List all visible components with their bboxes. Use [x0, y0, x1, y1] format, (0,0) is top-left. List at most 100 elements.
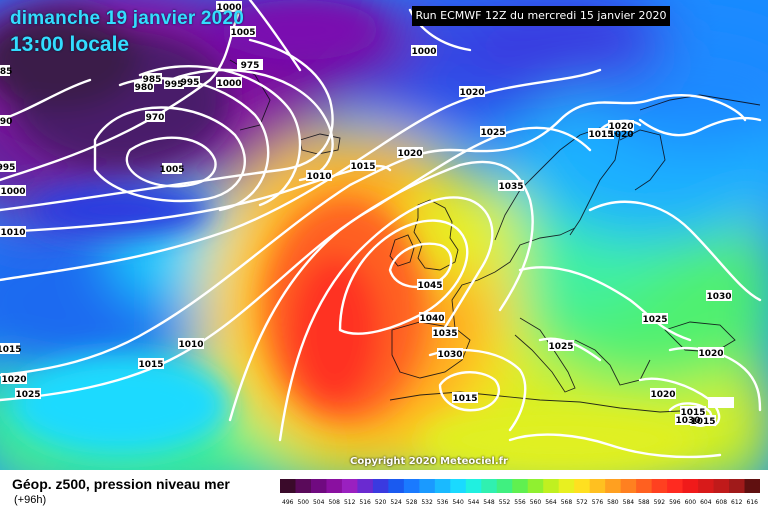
isobar-label: 1030	[706, 292, 731, 302]
isobar-995	[168, 68, 334, 182]
scale-label: 540	[452, 499, 464, 506]
isobar-1000a	[0, 8, 242, 182]
isobar-label-bg	[0, 1, 734, 426]
scale-swatch	[620, 479, 637, 493]
scale-label: 596	[669, 499, 681, 506]
isobar-label: 1040	[419, 314, 444, 324]
scale-swatch	[527, 479, 544, 493]
scale-swatch	[744, 479, 760, 493]
scale-label: 496	[282, 499, 294, 506]
isobar-label: 985	[0, 67, 12, 77]
coast-north-africa	[389, 391, 701, 413]
coast-france	[451, 227, 576, 329]
scale-swatch	[280, 479, 296, 493]
scale-swatch	[667, 479, 684, 493]
isobar-label: 1010	[306, 172, 331, 182]
scale-swatch	[729, 479, 746, 493]
scale-label: 568	[561, 499, 573, 506]
scale-swatch	[636, 479, 653, 493]
scale-swatch	[543, 479, 560, 493]
scale-swatch	[434, 479, 451, 493]
coast-russia-north	[639, 94, 761, 111]
isobar-label: 1045	[417, 281, 442, 291]
isobar-1025d	[508, 433, 722, 459]
scale-label: 564	[545, 499, 557, 506]
scale-label: 604	[700, 499, 712, 506]
scale-swatch	[403, 479, 420, 493]
scale-swatch	[295, 479, 312, 493]
scale-label: 608	[716, 499, 728, 506]
scale-label: 500	[298, 499, 310, 506]
coast-black-sea	[664, 321, 736, 353]
isobar-1020b	[638, 116, 762, 137]
scale-label: 516	[359, 499, 371, 506]
isobar-1035	[278, 196, 494, 442]
scale-swatch	[357, 479, 374, 493]
scale-swatch	[558, 479, 575, 493]
scale-swatch	[310, 479, 327, 493]
scale-label: 548	[483, 499, 495, 506]
isobar-label: 1000	[216, 3, 241, 13]
scale-label: 612	[731, 499, 743, 506]
scale-swatch	[496, 479, 513, 493]
scale-swatch	[713, 479, 730, 493]
scale-swatch	[481, 479, 498, 493]
coast-balkans	[574, 339, 651, 386]
scale-label: 616	[747, 499, 759, 506]
coast-finland	[619, 129, 666, 191]
isobar-label: 1015	[680, 408, 705, 418]
isobar-label: 995	[181, 78, 200, 88]
isobar-1045	[388, 242, 453, 288]
coast-iceland	[299, 133, 341, 155]
scale-swatch	[465, 479, 482, 493]
scale-swatch	[450, 479, 467, 493]
color-scale: 496 500 504 508 512 516 520 524 528 532 536 540 544 5…	[280, 479, 760, 506]
lead-time-label: (+96h)	[14, 494, 47, 506]
isobar-975	[93, 106, 246, 203]
isobar-label: 990	[0, 117, 12, 127]
isobar-label: 1035	[432, 329, 457, 339]
scale-label: 556	[514, 499, 526, 506]
coast-ireland	[389, 234, 415, 267]
isobar-1015	[0, 68, 602, 282]
isobar-1015b	[438, 371, 501, 412]
isobar-label: 1020	[459, 88, 484, 98]
scale-swatch	[326, 479, 343, 493]
forecast-local-time: 13:00 locale	[10, 33, 130, 56]
scale-label: 600	[685, 499, 697, 506]
scale-swatch	[682, 479, 699, 493]
scale-label: 528	[406, 499, 418, 506]
forecast-date: dimanche 19 janvier 2020	[10, 8, 244, 29]
isobar-label: 1025	[548, 342, 573, 352]
isobar-label: 1000	[216, 79, 241, 89]
isobar-label: 1015	[690, 417, 715, 427]
isobar-label: 1010	[178, 340, 203, 350]
isobar-label: 1015	[0, 345, 22, 355]
scale-swatch	[341, 479, 358, 493]
scale-label: 560	[530, 499, 542, 506]
isobar-1005b	[248, 0, 302, 72]
geopotential-field	[0, 0, 768, 470]
isobar-1020	[0, 94, 747, 377]
scale-swatch	[372, 479, 389, 493]
isobar-label: 1030	[437, 350, 462, 360]
scale-label: 504	[313, 499, 325, 506]
scale-swatch	[388, 479, 405, 493]
isobar-label: 1015	[138, 360, 163, 370]
scale-swatch	[419, 479, 436, 493]
isobar-label: 1015	[350, 162, 375, 172]
scale-label: 544	[468, 499, 480, 506]
isobar-label: 975	[241, 61, 260, 71]
scale-label: 532	[421, 499, 433, 506]
isobar-label: 1020	[698, 349, 723, 359]
isobar-label: 1020	[650, 390, 675, 400]
scale-label: 552	[499, 499, 511, 506]
scale-label: 572	[576, 499, 588, 506]
isobar-label: 995	[165, 80, 184, 90]
isobar-label: 1025	[480, 128, 505, 138]
isobar-labels: 1000 1005 1000 985 980 995 995 1000 975 …	[0, 1, 734, 427]
isobar-970	[125, 136, 217, 188]
coast-italy	[514, 317, 576, 393]
scale-label: 512	[344, 499, 356, 506]
isobar-label: 1025	[15, 390, 40, 400]
